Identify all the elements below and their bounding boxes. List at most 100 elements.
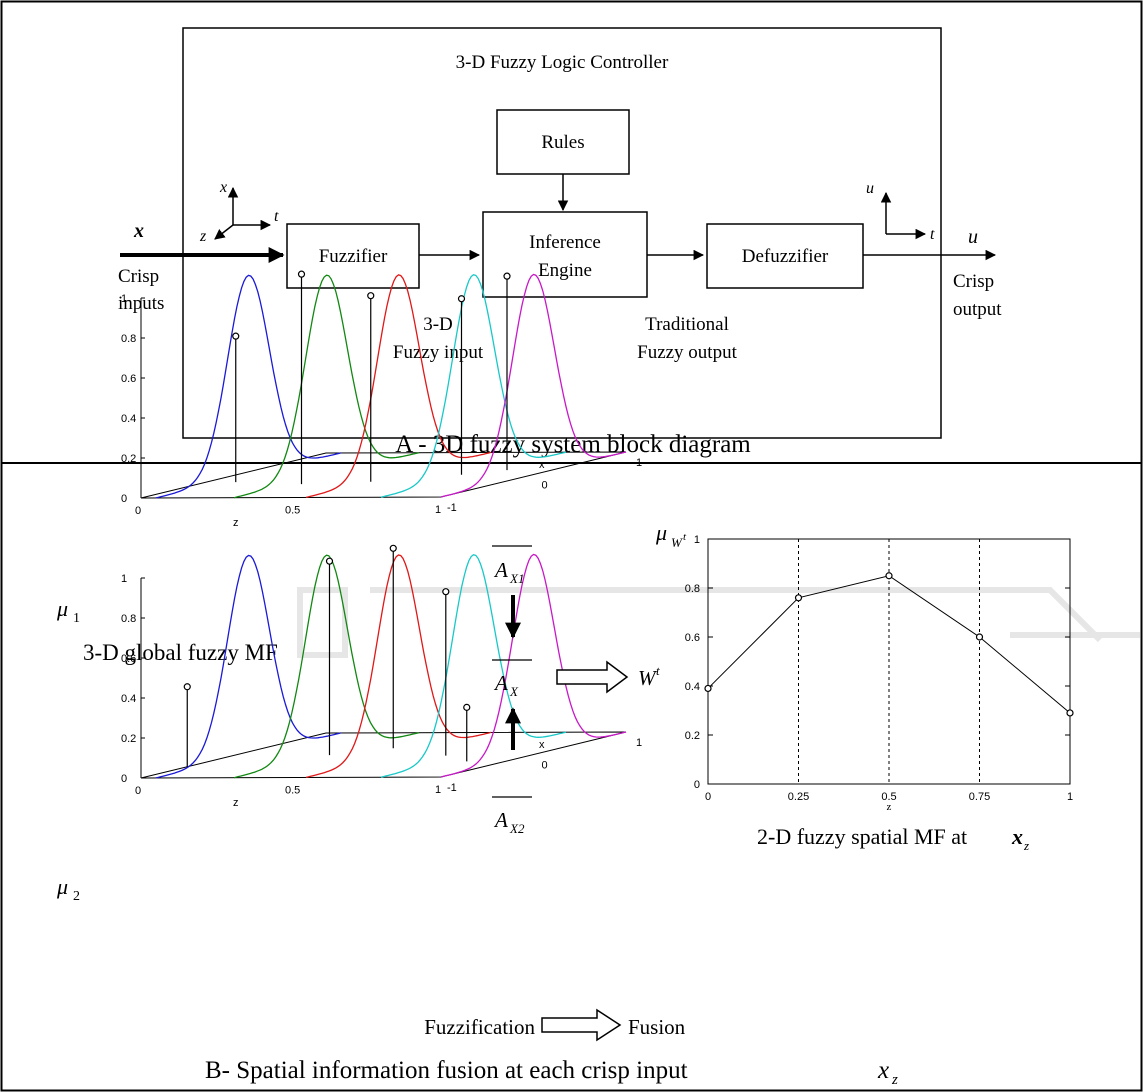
output-axes-icon: u t (866, 180, 935, 243)
top-plot-ylabel: μ (56, 596, 68, 621)
a-x2-label: A (493, 808, 508, 832)
bot-ytick: 0.4 (121, 693, 136, 705)
bot-xtick: -1 (447, 782, 457, 794)
bot-stem-point-2 (325, 557, 334, 565)
chart-data-point (794, 594, 803, 602)
bot-ytick: 0.2 (121, 733, 136, 745)
bot-stem-point-3 (389, 544, 397, 552)
crisp-inputs-label-1: Crisp (118, 266, 159, 287)
chart-ytick: 0.8 (685, 583, 700, 595)
fuzzifier-box (286, 223, 420, 289)
background-watermark (297, 587, 1140, 658)
fuzzification-label: Fuzzification (424, 1015, 535, 1039)
top-xtick: -1 (447, 502, 457, 514)
defuzzifier-label: Defuzzifier (742, 246, 829, 267)
top-ytick: 0.6 (121, 373, 136, 385)
output-var-label: u (968, 226, 978, 248)
chart-ylabel-sup: t (683, 531, 687, 543)
bot-ytick: 0.6 (121, 653, 136, 665)
bot-xlabel: x (539, 739, 545, 751)
chart-ytick: 1 (694, 534, 700, 546)
controller-box (182, 27, 942, 439)
w-label: W (638, 666, 658, 690)
bot-ztick: 1 (435, 784, 441, 796)
chart-data-point (1066, 709, 1074, 717)
inference-label-1: Inference (529, 232, 601, 253)
top-mf-curve-2 (233, 274, 420, 499)
bot-mf-curve-4 (380, 553, 567, 778)
fuzzy-input-label-1: 3-D (423, 314, 453, 335)
bot-stem-point-4 (442, 588, 450, 596)
bot-stem-point-1 (183, 683, 191, 691)
svg-text:t: t (930, 226, 935, 243)
fuzzy-input-label-2: Fuzzy input (393, 342, 484, 363)
chart-caption: 2-D fuzzy spatial MF at (757, 824, 967, 849)
chart-xtick: 0 (705, 791, 711, 803)
chart-series-line (707, 575, 1071, 714)
top-mf-curve-3 (305, 274, 492, 499)
chart-caption-var: x (1011, 824, 1023, 849)
bot-xtick: 0 (542, 760, 548, 772)
fuzzy-output-label-1: Traditional (645, 314, 729, 335)
bottom-plot-ylabel: μ (56, 874, 68, 899)
top-ytick: 0 (121, 493, 127, 505)
fusion-diagram: A X1 A X A X2 W t Fuzzification Fusion (424, 545, 686, 1042)
top-mf-curve-1 (155, 274, 342, 499)
top-zlabel: z (233, 517, 239, 529)
top-ytick: 1 (121, 293, 127, 305)
top-mf-curve-4 (380, 273, 567, 498)
svg-text:u: u (866, 180, 874, 197)
chart-xtick: 1 (1067, 791, 1073, 803)
top-xtick: 1 (636, 457, 642, 469)
top-stem-point-5 (503, 272, 511, 280)
top-ztick: 0 (135, 505, 141, 517)
chart-xtick: 0.25 (788, 791, 809, 803)
bot-ztick: 0 (135, 785, 141, 797)
top-stem-point-3 (367, 292, 375, 300)
chart-ylabel-sub: W (671, 535, 683, 550)
a-x-label: A (493, 671, 508, 695)
panel-a: 3-D Fuzzy Logic Controller Rules Fuzzifi… (118, 27, 1002, 458)
defuzzifier-box (706, 223, 864, 289)
a-x1-sub: X1 (509, 571, 524, 586)
bot-base-plane (140, 731, 627, 779)
a-x1-label: A (493, 558, 508, 582)
bot-zlabel: z (233, 797, 239, 809)
a-x-sub: X (509, 684, 519, 699)
top-mf-curve-5 (440, 273, 627, 498)
bot-mf-curve-1 (155, 554, 342, 779)
top-ytick: 0.4 (121, 413, 136, 425)
chart-xtick: 0.75 (969, 791, 990, 803)
bot-ztick: 0.5 (285, 785, 300, 797)
fuzzifier-label: Fuzzifier (319, 246, 388, 267)
fuzzy-output-label-2: Fuzzy output (637, 342, 737, 363)
chart-ytick: 0.6 (685, 632, 700, 644)
w-sup: t (656, 663, 660, 678)
bot-stem-point-5 (463, 703, 471, 711)
fusion-label: Fusion (628, 1015, 686, 1039)
input-axes-icon: x t z (199, 179, 279, 245)
chart-data-point (975, 633, 984, 641)
mf-3d-plot-bottom: 0 0.2 0.4 0.6 0.8 1 0 0.5 1 z -1 0 1 x μ 2 (56, 544, 642, 904)
top-stem-point-2 (297, 270, 306, 278)
svg-text:t: t (274, 208, 279, 225)
top-plot-ylabel-sub: 1 (73, 611, 80, 626)
bot-ytick: 0 (121, 773, 127, 785)
panel-b-caption: B- Spatial information fusion at each cr… (205, 1057, 688, 1084)
bot-mf-curve-2 (233, 554, 420, 779)
inference-engine-box (482, 211, 648, 298)
chart-xtick: 0.5 (881, 791, 896, 803)
chart-data-point (704, 684, 712, 693)
chart-ytick: 0.2 (685, 730, 700, 742)
bot-ytick: 0.8 (121, 613, 136, 625)
panel-b: 0 0.2 0.4 0.6 0.8 1 0 0.5 1 z -1 0 1 x μ 1 3-D global… (56, 270, 1140, 1088)
a-x2-sub: X2 (509, 821, 525, 836)
top-plot-caption: 3-D global fuzzy MF (83, 640, 278, 665)
fusion-hollow-arrow (556, 660, 629, 694)
fuzzification-to-fusion-arrow (541, 1008, 622, 1042)
rules-box (496, 109, 630, 175)
chart-caption-sub: z (1023, 838, 1029, 853)
top-stem-point-4 (457, 295, 466, 303)
